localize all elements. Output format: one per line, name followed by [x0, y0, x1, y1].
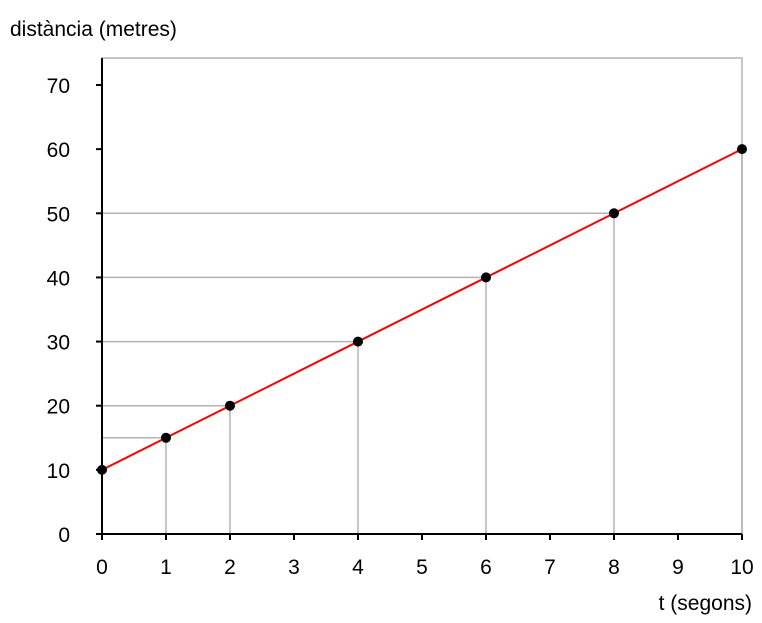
y-tick-label: 60 [47, 139, 70, 162]
plot-frame [101, 57, 743, 535]
x-tick-label: 6 [480, 556, 492, 579]
x-tick-label: 3 [288, 556, 300, 579]
y-tick-label: 20 [47, 396, 70, 419]
y-tick-label: 70 [47, 75, 70, 98]
y-tick-label: 0 [58, 524, 70, 547]
x-tick-label: 2 [224, 556, 236, 579]
x-tick-label: 10 [730, 556, 753, 579]
x-tick-label: 7 [544, 556, 556, 579]
tick-labels: 0 10 20 30 40 50 60 70 0 1 2 3 4 5 6 7 8 9 10 [47, 75, 754, 579]
y-tick-label: 50 [47, 203, 70, 226]
series-line [101, 148, 743, 471]
guide-lines [102, 149, 743, 534]
data-point [353, 336, 363, 347]
data-point [161, 432, 171, 443]
x-tick-label: 8 [608, 556, 620, 579]
x-tick-label: 4 [352, 556, 364, 579]
y-tick-label: 30 [47, 332, 70, 355]
x-tick-label: 0 [96, 556, 108, 579]
x-tick-label: 5 [416, 556, 428, 579]
y-tick-label: 40 [47, 267, 70, 290]
y-tick-label: 10 [47, 460, 70, 483]
data-point [609, 208, 619, 219]
data-point [737, 144, 747, 155]
x-tick-label: 1 [160, 556, 172, 579]
axis-ticks [96, 84, 743, 540]
data-point [481, 272, 491, 283]
data-points [97, 144, 747, 475]
x-axis-title: t (segons) [659, 592, 752, 615]
data-point [225, 400, 235, 411]
data-point [97, 464, 107, 475]
x-tick-label: 9 [672, 556, 684, 579]
y-axis-title: distància (metres) [10, 18, 177, 41]
